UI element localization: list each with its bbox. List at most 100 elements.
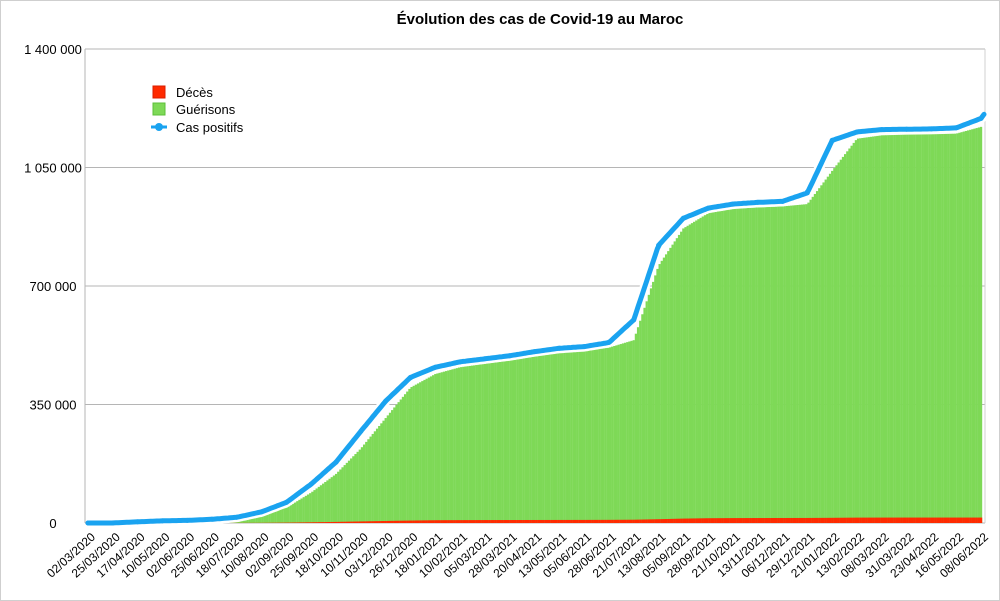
bar-guerisons bbox=[341, 467, 344, 523]
bar-guerisons bbox=[915, 134, 918, 523]
bar-guerisons bbox=[309, 493, 312, 523]
cases-point bbox=[532, 349, 537, 355]
bar-guerisons bbox=[602, 348, 605, 523]
bar-guerisons bbox=[248, 516, 251, 523]
bar-guerisons bbox=[496, 362, 500, 523]
bar-guerisons bbox=[764, 207, 767, 523]
bar-deces bbox=[410, 520, 413, 523]
bar-guerisons bbox=[593, 349, 597, 523]
bar-guerisons bbox=[522, 358, 525, 523]
bar-guerisons bbox=[820, 185, 823, 523]
bar-guerisons bbox=[306, 494, 310, 523]
bar-deces bbox=[615, 519, 618, 523]
bar-deces bbox=[481, 520, 484, 523]
bar-deces bbox=[658, 519, 661, 523]
bar-guerisons bbox=[634, 333, 638, 523]
bar-guerisons bbox=[908, 134, 912, 523]
deaths-bars bbox=[89, 517, 983, 523]
bar-deces bbox=[485, 520, 489, 523]
bar-deces bbox=[309, 522, 312, 523]
bar-deces bbox=[869, 517, 873, 523]
bar-deces bbox=[680, 518, 683, 523]
bar-deces bbox=[386, 520, 390, 523]
bar-guerisons bbox=[623, 342, 627, 523]
bar-guerisons bbox=[833, 168, 836, 524]
bar-guerisons bbox=[887, 135, 890, 524]
bar-guerisons bbox=[427, 377, 431, 523]
bar-deces bbox=[908, 517, 912, 523]
cases-point bbox=[879, 127, 885, 133]
bar-deces bbox=[923, 517, 927, 523]
bar-deces bbox=[943, 517, 946, 523]
bar-guerisons bbox=[429, 376, 433, 523]
bar-deces bbox=[783, 517, 786, 523]
bar-guerisons bbox=[455, 368, 459, 523]
recoveries-bars bbox=[112, 126, 983, 524]
bar-guerisons bbox=[585, 350, 588, 523]
bar-deces bbox=[337, 521, 340, 523]
bar-guerisons bbox=[768, 206, 771, 524]
bar-guerisons bbox=[662, 257, 666, 523]
bar-deces bbox=[490, 520, 493, 523]
cases-point bbox=[135, 519, 141, 525]
bar-deces bbox=[878, 517, 881, 523]
bar-deces bbox=[317, 522, 320, 523]
bar-guerisons bbox=[343, 465, 346, 523]
cases-point bbox=[953, 125, 959, 131]
bar-deces bbox=[548, 519, 551, 523]
bar-deces bbox=[429, 520, 433, 523]
bar-guerisons bbox=[729, 209, 732, 523]
bar-guerisons bbox=[956, 133, 959, 523]
cases-point bbox=[457, 359, 463, 365]
bar-deces bbox=[809, 517, 812, 523]
bar-deces bbox=[570, 519, 573, 523]
bar-deces bbox=[811, 517, 814, 523]
bar-deces bbox=[876, 517, 879, 523]
bar-deces bbox=[475, 520, 478, 523]
bar-guerisons bbox=[311, 491, 314, 523]
bar-guerisons bbox=[721, 210, 724, 524]
bar-deces bbox=[518, 520, 521, 523]
bar-deces bbox=[296, 522, 299, 523]
bar-guerisons bbox=[334, 473, 338, 523]
bar-guerisons bbox=[649, 288, 653, 523]
bar-deces bbox=[837, 517, 840, 523]
bar-deces bbox=[805, 517, 808, 523]
bar-guerisons bbox=[979, 126, 983, 523]
bar-deces bbox=[306, 522, 310, 523]
bar-guerisons bbox=[466, 366, 469, 523]
bar-deces bbox=[977, 517, 981, 523]
bar-guerisons bbox=[671, 244, 674, 523]
bar-deces bbox=[762, 518, 765, 523]
bar-guerisons bbox=[520, 358, 523, 523]
cases-point bbox=[283, 499, 289, 505]
bar-guerisons bbox=[561, 352, 564, 523]
bar-guerisons bbox=[606, 347, 610, 523]
bar-guerisons bbox=[503, 361, 506, 523]
legend: Décès Guérisons Cas positifs bbox=[151, 85, 244, 135]
bar-deces bbox=[727, 518, 730, 523]
bar-guerisons bbox=[705, 213, 709, 523]
bar-guerisons bbox=[751, 207, 754, 523]
bar-deces bbox=[690, 518, 694, 523]
bar-deces bbox=[367, 521, 370, 523]
bar-guerisons bbox=[831, 170, 834, 523]
bar-guerisons bbox=[414, 384, 418, 523]
bar-guerisons bbox=[410, 386, 413, 523]
bar-deces bbox=[697, 518, 700, 523]
bar-deces bbox=[589, 519, 592, 523]
bar-deces bbox=[688, 518, 692, 523]
bar-guerisons bbox=[391, 410, 394, 523]
bar-guerisons bbox=[531, 356, 534, 523]
bar-guerisons bbox=[690, 223, 694, 523]
bar-guerisons bbox=[684, 227, 687, 523]
cases-point bbox=[680, 215, 686, 221]
bar-guerisons bbox=[365, 441, 368, 523]
bar-deces bbox=[703, 518, 707, 523]
bar-guerisons bbox=[884, 135, 888, 523]
bar-guerisons bbox=[617, 344, 620, 523]
y-tick-label: 1 400 000 bbox=[24, 42, 82, 57]
bar-guerisons bbox=[535, 356, 538, 523]
bar-guerisons bbox=[345, 462, 349, 523]
bar-deces bbox=[468, 520, 471, 523]
